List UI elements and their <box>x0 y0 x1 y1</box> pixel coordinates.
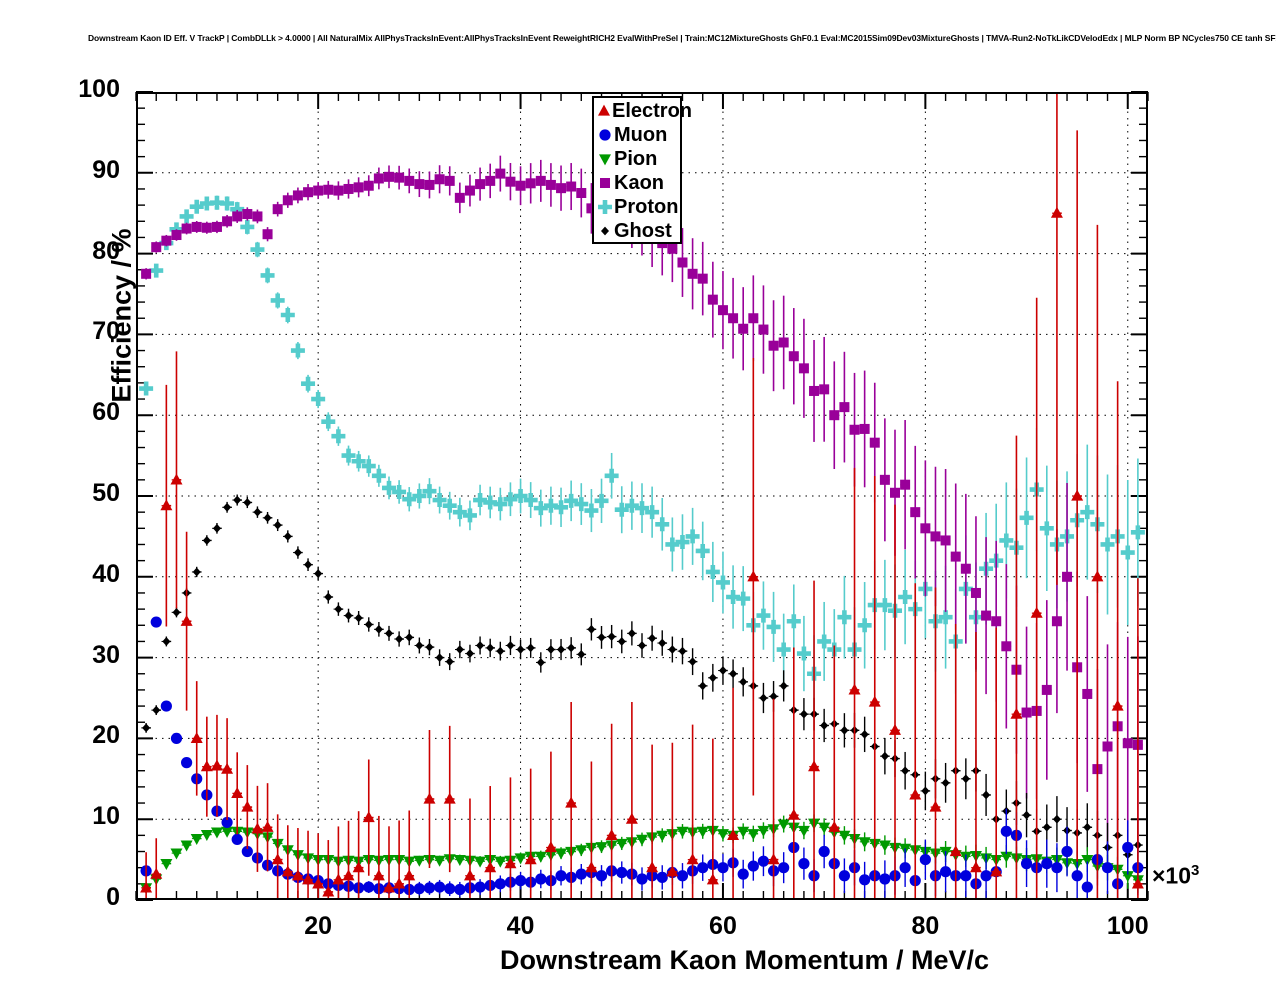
legend-item-label: Pion <box>614 148 658 170</box>
legend-item-label: Proton <box>614 196 679 218</box>
legend-item-proton[interactable]: Proton <box>596 195 680 219</box>
y-tick-label: 90 <box>92 155 120 184</box>
legend-item-label: Muon <box>614 124 668 146</box>
x-tick-label: 80 <box>911 912 940 940</box>
diamond-small-icon <box>596 223 614 239</box>
cross-icon <box>596 199 614 215</box>
y-tick-label: 30 <box>92 640 120 669</box>
legend-item-label: Kaon <box>614 172 664 194</box>
y-tick-label: 50 <box>92 479 120 507</box>
y-tick-label: 20 <box>92 721 120 750</box>
x-axis-multiplier: ×103 <box>1152 862 1199 890</box>
legend-item-electron[interactable]: Electron <box>596 99 692 123</box>
y-tick-label: 70 <box>92 317 120 346</box>
x-tick-label: 60 <box>709 912 737 940</box>
x-axis-multiplier-base: ×10 <box>1152 862 1192 889</box>
x-tick-label: 40 <box>506 912 535 940</box>
legend-item-label: Ghost <box>614 220 672 242</box>
x-axis-label: Downstream Kaon Momentum / MeV/c <box>500 945 990 975</box>
x-axis-multiplier-exponent: 3 <box>1191 862 1200 879</box>
x-tick-label: 20 <box>304 912 333 940</box>
triangle-up-icon <box>596 103 612 119</box>
legend-item-pion[interactable]: Pion <box>596 147 680 171</box>
plot-frame <box>136 92 1148 900</box>
legend-item-kaon[interactable]: Kaon <box>596 171 680 195</box>
plot-title: Downstream Kaon ID Eff. V TrackP | CombD… <box>88 33 1276 43</box>
y-tick-label: 80 <box>92 236 120 265</box>
y-tick-label: 0 <box>106 883 120 911</box>
legend-item-muon[interactable]: Muon <box>596 123 680 147</box>
legend-box: Electron Muon Pion Kaon Proton Ghost <box>592 96 692 244</box>
y-tick-label: 60 <box>92 398 120 427</box>
series-electron <box>140 92 1144 900</box>
y-tick-label: 40 <box>92 559 120 588</box>
triangle-down-icon <box>596 151 614 167</box>
legend-item-label: Electron <box>612 100 693 122</box>
y-tick-label: 10 <box>92 802 120 831</box>
square-icon <box>596 175 614 191</box>
circle-icon <box>596 127 614 143</box>
x-tick-label: 100 <box>1106 912 1149 940</box>
y-tick-label: 100 <box>78 75 120 103</box>
legend-item-ghost[interactable]: Ghost <box>596 219 680 243</box>
